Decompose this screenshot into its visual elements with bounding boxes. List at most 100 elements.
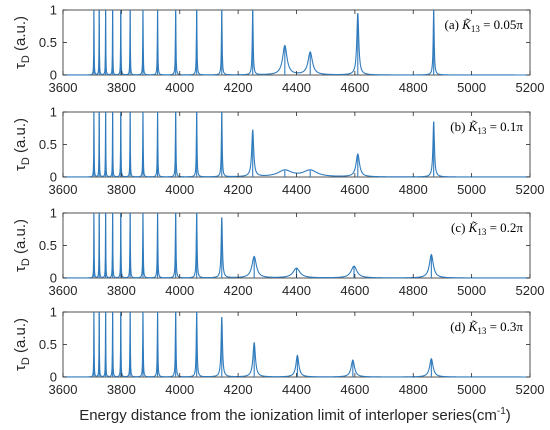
x-tick-label: 4600: [340, 80, 369, 95]
y-axis-label-subscript: D: [20, 258, 32, 266]
x-tick-label: 3800: [107, 80, 136, 95]
y-axis-label-tau: τ: [12, 165, 29, 171]
panel-3: 3600 3800 4000 4200 4400 4600 4800 5000 5200 0 0.5…: [12, 206, 544, 299]
y-tick-label: 0: [50, 370, 57, 385]
y-axis-label-tau: τ: [12, 266, 29, 272]
annotation-subscript: 13: [477, 126, 487, 136]
annotation-subscript: 13: [471, 24, 481, 34]
x-tick-label: 4800: [399, 182, 428, 197]
x-tick-label: 5000: [457, 80, 486, 95]
y-tick-label: 0: [50, 68, 57, 83]
x-tick-label: 5200: [516, 283, 545, 298]
series: [63, 311, 530, 378]
x-tick-label: 3600: [49, 80, 78, 95]
y-axis-label-tau: τ: [12, 63, 29, 69]
x-tick-label: 4200: [224, 283, 253, 298]
y-axis-label: τD (a.u.): [12, 16, 32, 69]
x-tick-label: 4600: [340, 182, 369, 197]
annotation-subscript: 13: [477, 326, 487, 336]
y-axis-label: τD (a.u.): [12, 318, 32, 371]
x-tick-label: 4400: [282, 283, 311, 298]
y-axis-label-tau: τ: [12, 365, 29, 371]
x-tick-label: 4400: [282, 80, 311, 95]
panel-1: 3600 3800 4000 4200 4400 4600 4800 5000 5200 0 0.5…: [12, 3, 544, 96]
panel-annotation: (b) K̃13 = 0.1π: [450, 119, 523, 136]
annotation-value: = 0.1π: [486, 119, 523, 134]
y-axis-label-subscript: D: [20, 357, 32, 365]
annotation-value: = 0.05π: [480, 17, 524, 32]
x-tick-label: 3800: [107, 182, 136, 197]
panel-annotation: (c) K̃13 = 0.2π: [451, 220, 523, 237]
y-axis-label-units: (a.u.): [12, 219, 29, 258]
panel-4: 3600 3800 4000 4200 4400 4600 4800 5000 5200 0 0.5…: [12, 305, 544, 398]
annotation-symbol: K̃: [468, 119, 479, 134]
x-tick-label: 5200: [516, 182, 545, 197]
y-tick-label: 0: [50, 170, 57, 185]
x-tick-label: 5000: [457, 382, 486, 397]
x-tick-label: 4400: [282, 182, 311, 197]
x-tick-label: 5200: [516, 80, 545, 95]
x-tick-label: 4200: [224, 182, 253, 197]
y-tick-label: 1: [50, 206, 57, 221]
y-axis-label-units: (a.u.): [12, 118, 29, 157]
x-tick-label: 4400: [282, 382, 311, 397]
y-axis-label: τD (a.u.): [12, 219, 32, 272]
x-tick-label: 3600: [49, 182, 78, 197]
annotation-prefix: (a): [444, 17, 462, 32]
y-tick-label: 1: [50, 3, 57, 18]
x-axis-label: Energy distance from the ionization limi…: [79, 406, 511, 424]
x-tick-label: 4800: [399, 80, 428, 95]
x-tick-label: 4000: [165, 80, 194, 95]
y-tick-label: 1: [50, 305, 57, 320]
y-tick-label: 0: [50, 271, 57, 286]
annotation-symbol: K̃: [468, 319, 479, 334]
x-tick-label: 3800: [107, 283, 136, 298]
annotation-symbol: K̃: [468, 220, 479, 235]
annotation-prefix: (c): [451, 220, 469, 235]
axes-box: [62, 212, 531, 279]
annotation-value: = 0.2π: [486, 220, 523, 235]
x-tick-label: 4200: [224, 382, 253, 397]
y-tick-label: 1: [50, 105, 57, 120]
y-tick-label: 0.5: [39, 337, 57, 352]
annotation-value: = 0.3π: [486, 319, 523, 334]
panel-annotation: (d) K̃13 = 0.3π: [450, 319, 523, 336]
y-tick-label: 0.5: [39, 137, 57, 152]
x-tick-label: 5000: [457, 182, 486, 197]
x-tick-label: 4000: [165, 382, 194, 397]
series: [63, 212, 530, 279]
y-tick-label: 0.5: [39, 238, 57, 253]
panel-2: 3600 3800 4000 4200 4400 4600 4800 5000 5200 0 0.5…: [12, 105, 544, 198]
axes-box: [62, 9, 531, 76]
x-tick-label: 5200: [516, 382, 545, 397]
y-axis-label-subscript: D: [20, 157, 32, 165]
x-tick-label: 4600: [340, 382, 369, 397]
axes-box: [62, 311, 531, 378]
axes-box: [62, 111, 531, 178]
x-axis-label-superscript: -1: [497, 406, 506, 417]
annotation-prefix: (b): [450, 119, 468, 134]
spectrum-line: [63, 311, 530, 378]
x-tick-label: 4200: [224, 80, 253, 95]
x-tick-label: 3600: [49, 382, 78, 397]
y-axis-label: τD (a.u.): [12, 118, 32, 171]
annotation-symbol: K̃: [461, 17, 472, 32]
x-tick-label: 3800: [107, 382, 136, 397]
x-tick-label: 4800: [399, 283, 428, 298]
x-tick-label: 4600: [340, 283, 369, 298]
spectrum-line: [63, 212, 530, 279]
x-tick-label: 3600: [49, 283, 78, 298]
x-tick-label: 4800: [399, 382, 428, 397]
annotation-subscript: 13: [477, 227, 487, 237]
x-tick-label: 4000: [165, 182, 194, 197]
y-tick-label: 0.5: [39, 35, 57, 50]
x-tick-label: 4000: [165, 283, 194, 298]
panel-annotation: (a) K̃13 = 0.05π: [444, 17, 523, 34]
x-tick-label: 5000: [457, 283, 486, 298]
y-axis-label-units: (a.u.): [12, 16, 29, 55]
y-axis-label-units: (a.u.): [12, 318, 29, 357]
annotation-prefix: (d): [450, 319, 468, 334]
y-axis-label-subscript: D: [20, 55, 32, 63]
series: [63, 111, 530, 178]
